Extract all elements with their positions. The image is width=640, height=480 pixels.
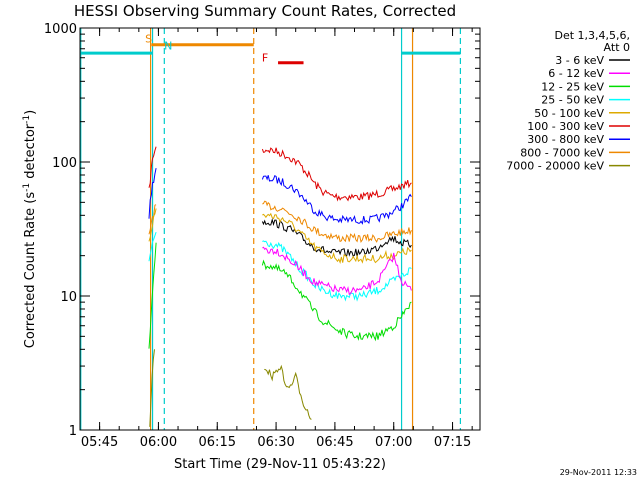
series-line-8-1 (264, 364, 312, 420)
legend-label-5: 100 - 300 keV (527, 120, 604, 133)
series-line-2-0 (148, 204, 157, 235)
y-tick-label-3: 1000 (44, 22, 77, 37)
series-line-7-1 (261, 259, 412, 342)
plot-area: SN F 05:45 06:00 06:15 06:30 06:45 07:00 07:15 1… (44, 22, 481, 450)
y-axis-label-main: Corrected Count Rate (s (23, 192, 38, 349)
legend-label-1: 6 - 12 keV (548, 67, 604, 80)
x-tick-label-2: 06:15 (199, 435, 236, 450)
legend-header-1: Det 1,3,4,5,6, (554, 29, 630, 42)
series-line-8-0 (149, 349, 155, 427)
legend-label-4: 50 - 100 keV (534, 107, 604, 120)
x-tick-label-1: 06:00 (140, 435, 177, 450)
series-line-2-1 (262, 200, 412, 244)
series-line-1-0 (148, 168, 157, 219)
x-axis-label: Start Time (29-Nov-11 05:43:22) (174, 457, 386, 472)
x-tick-label-6: 07:15 (434, 435, 471, 450)
series-line-5-1 (262, 240, 412, 302)
x-tick-label-5: 07:00 (375, 435, 412, 450)
plot-frame (79, 27, 481, 431)
y-axis-label-end: ) (23, 110, 38, 115)
y-axis-label: Corrected Count Rate (s-1 detector-1) (22, 110, 38, 348)
y-axis-label-mid: detector (23, 123, 38, 183)
flag-label-0: S (145, 32, 152, 45)
legend-header-2: Att 0 (604, 41, 630, 54)
y-axis-label-sup2: -1 (22, 115, 32, 124)
series-line-0-1 (261, 147, 412, 202)
series-layer (148, 146, 412, 427)
footer-timestamp: 29-Nov-2011 12:33 (560, 468, 637, 477)
legend-label-2: 12 - 25 keV (541, 80, 604, 93)
instrument-state-lines (80, 28, 461, 430)
legend-label-8: 7000 - 20000 keV (506, 160, 604, 173)
y-tick-label-2: 100 (52, 156, 77, 171)
x-tick-label-3: 06:30 (257, 435, 294, 450)
flag-label-1: N (164, 40, 172, 53)
y-tick-label-0: 1 (69, 424, 77, 439)
y-axis-label-sup1: -1 (22, 183, 32, 192)
series-line-3-0 (261, 217, 412, 257)
legend-label-7: 800 - 7000 keV (520, 146, 604, 159)
chart-title: HESSI Observing Summary Count Rates, Cor… (74, 2, 456, 20)
y-tick-label-1: 10 (60, 290, 77, 305)
x-tick-label-4: 06:45 (316, 435, 353, 450)
series-line-4-1 (262, 212, 412, 265)
legend-label-6: 300 - 800 keV (527, 133, 604, 146)
legend-label-3: 25 - 50 keV (541, 94, 604, 107)
series-line-4-0 (148, 208, 157, 242)
series-line-5-0 (148, 231, 157, 262)
x-tick-label-0: 05:45 (81, 435, 118, 450)
series-line-7-0 (148, 242, 157, 349)
series-line-0-0 (148, 146, 157, 188)
series-line-1-1 (261, 174, 412, 225)
series-line-6-0 (262, 246, 412, 295)
flag-bars: SN F (80, 32, 461, 65)
legend-label-0: 3 - 6 keV (555, 54, 604, 67)
axis-ticks: 05:45 06:00 06:15 06:30 06:45 07:00 07:15 1 10 10… (44, 22, 480, 450)
flag-label-2: F (262, 52, 268, 65)
